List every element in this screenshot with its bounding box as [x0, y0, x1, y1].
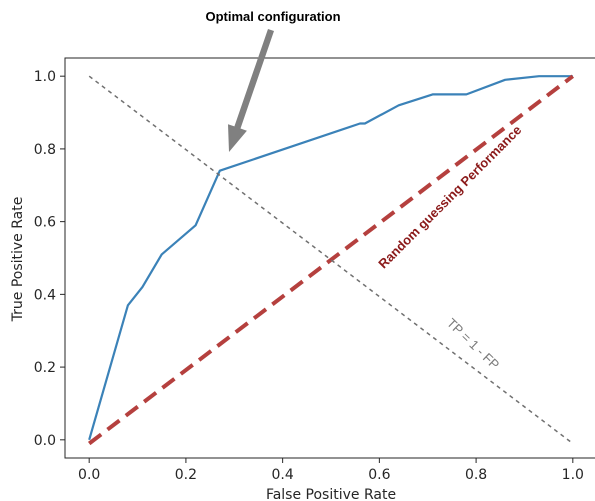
y-tick-label: 1.0 [34, 69, 56, 85]
y-tick-label: 0.6 [34, 215, 56, 231]
x-axis-label: False Positive Rate [266, 487, 396, 501]
annotation-layer: Optimal configuration Random guessing Pe… [205, 9, 524, 372]
x-tick-label: 0.8 [465, 467, 487, 483]
x-tick-label: 0.6 [368, 467, 390, 483]
x-tick-label: 1.0 [562, 467, 584, 483]
ticks-layer: 0.0 0.2 0.4 0.6 0.8 1.0 0.0 0.2 0.4 0.6 0.8 1.0 [34, 69, 584, 483]
x-tick-label: 0.2 [175, 467, 197, 483]
y-axis-label: True Positive Rate [10, 197, 26, 323]
random-guessing-annotation: Random guessing Performance [375, 122, 524, 271]
series-layer [87, 74, 575, 446]
y-tick-label: 0.4 [34, 287, 56, 303]
optimal-arrow [228, 29, 274, 152]
y-tick-label: 0.0 [34, 433, 56, 449]
random-guess-line [87, 74, 575, 446]
x-tick-label: 0.0 [78, 467, 100, 483]
x-tick-label: 0.4 [272, 467, 294, 483]
y-tick-label: 0.2 [34, 360, 56, 376]
tp-fp-diagonal-line [88, 75, 574, 445]
optimal-configuration-annotation: Optimal configuration [205, 9, 340, 24]
plot-area [64, 57, 595, 459]
roc-curve-line [88, 75, 573, 441]
plot-frame [64, 57, 595, 459]
tp-fp-diagonal-annotation: TP = 1 - FP [444, 315, 502, 372]
y-tick-label: 0.8 [34, 142, 56, 158]
